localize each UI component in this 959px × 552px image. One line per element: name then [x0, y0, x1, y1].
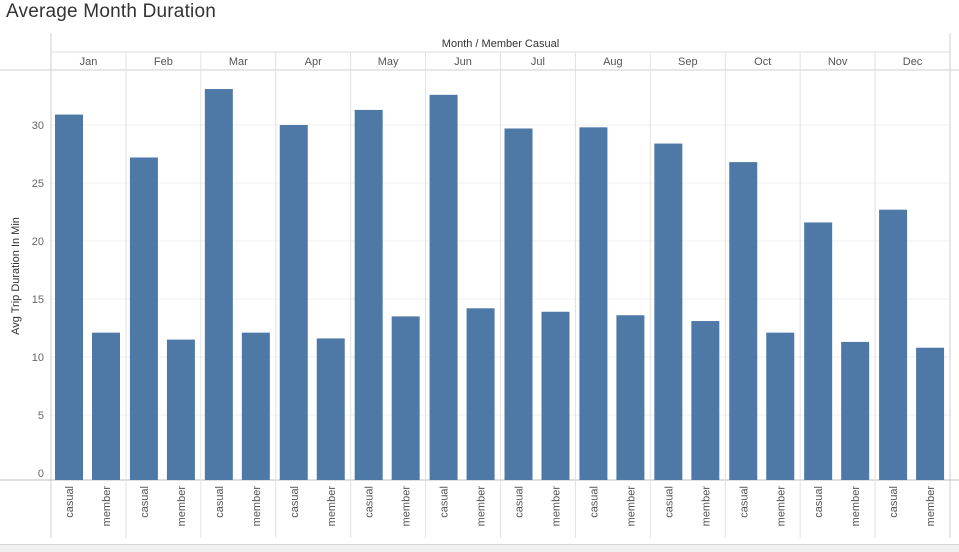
subcategory-label: casual — [888, 486, 900, 518]
month-label: Oct — [754, 56, 771, 68]
subcategory-label: casual — [139, 486, 151, 518]
month-label: Aug — [603, 56, 623, 68]
subcategory-label: member — [775, 486, 787, 527]
bar-casual — [129, 157, 158, 481]
bar-member — [841, 341, 870, 480]
bar-member — [241, 332, 270, 480]
bar-casual — [279, 125, 308, 480]
bar-casual — [654, 143, 683, 480]
month-label: Feb — [154, 56, 173, 68]
bar-casual — [354, 109, 383, 481]
y-tick-label: 30 — [32, 120, 44, 132]
bar-member — [916, 347, 945, 480]
bar-member — [541, 311, 570, 480]
subcategory-label: member — [176, 486, 188, 527]
subcategory-label: casual — [439, 486, 451, 518]
subcategory-label: member — [551, 486, 563, 527]
subcategory-label: member — [625, 486, 637, 527]
month-label: Mar — [229, 56, 248, 68]
month-label: Sep — [678, 56, 698, 68]
bar-member — [316, 338, 345, 480]
subcategory-label: casual — [514, 486, 526, 518]
month-label: Jun — [454, 56, 472, 68]
subcategory-label: casual — [663, 486, 675, 518]
bar-casual — [204, 89, 233, 480]
subcategory-label: casual — [813, 486, 825, 518]
subcategory-label: casual — [289, 486, 301, 518]
subcategory-label: casual — [364, 486, 376, 518]
y-axis-title: Avg Trip Duration In Min — [10, 217, 22, 335]
subcategory-label: member — [401, 486, 413, 527]
sheet-tab-bar[interactable] — [0, 544, 959, 552]
month-label: Apr — [305, 56, 322, 68]
month-label: Nov — [828, 56, 848, 68]
subcategory-label: member — [326, 486, 338, 527]
bar-member — [616, 315, 645, 480]
month-label: Jul — [531, 56, 545, 68]
bar-casual — [429, 94, 458, 480]
subcategory-label: member — [101, 486, 113, 527]
subcategory-label: casual — [64, 486, 76, 518]
bar-member — [391, 316, 420, 480]
bar-member — [166, 339, 195, 480]
subcategory-label: member — [251, 486, 263, 527]
month-label: Jan — [80, 56, 98, 68]
subcategory-label: casual — [738, 486, 750, 518]
subcategory-label: member — [476, 486, 488, 527]
bar-casual — [729, 162, 758, 480]
y-tick-label: 20 — [32, 236, 44, 248]
bar-casual — [55, 114, 83, 480]
month-label: Dec — [903, 56, 923, 68]
bar-casual — [879, 209, 908, 480]
bar-member — [466, 308, 495, 480]
bar-member — [92, 332, 120, 480]
y-tick-label: 25 — [32, 178, 44, 190]
bar-casual — [804, 222, 833, 480]
month-label: May — [378, 56, 399, 68]
chart-title: Average Month Duration — [6, 1, 217, 22]
y-tick-label: 0 — [38, 468, 44, 480]
y-tick-label: 10 — [32, 352, 44, 364]
bar-member — [766, 332, 795, 480]
subcategory-label: member — [700, 486, 712, 527]
subcategory-label: casual — [214, 486, 226, 518]
subcategory-label: member — [925, 486, 937, 527]
y-tick-label: 5 — [38, 410, 44, 422]
y-tick-label: 15 — [32, 294, 44, 306]
header-label: Month / Member Casual — [442, 38, 559, 50]
bar-member — [691, 321, 720, 480]
subcategory-label: member — [850, 486, 862, 527]
subcategory-label: casual — [588, 486, 600, 518]
bar-casual — [579, 127, 608, 480]
bar-casual — [504, 128, 533, 481]
